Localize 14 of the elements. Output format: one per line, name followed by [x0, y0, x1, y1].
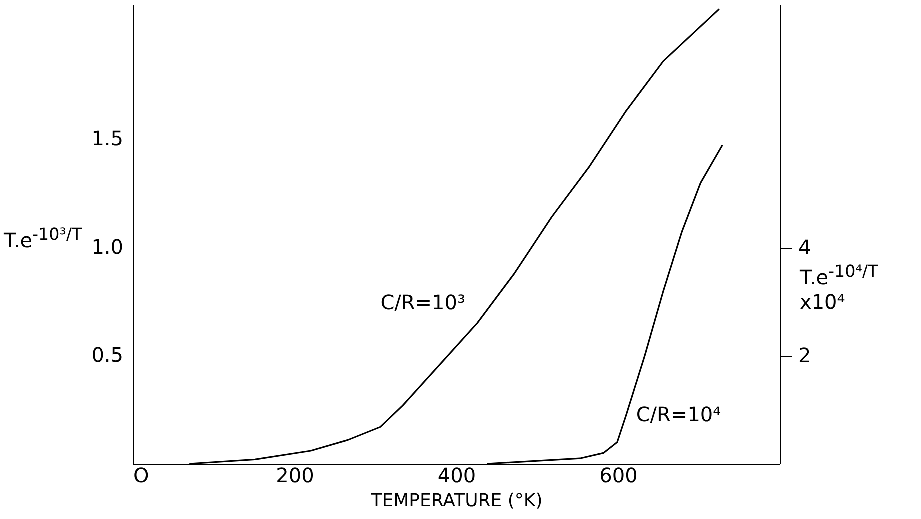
x-axis-title: TEMPERATURE (°K)	[370, 490, 543, 512]
x-tick-label: O	[134, 464, 150, 488]
series-label: C/R=10⁴	[636, 402, 722, 426]
y2-axis-title: T.e$^{-10⁴/T}$ x10⁴	[800, 262, 880, 314]
y2-tick-label: 4	[798, 236, 812, 260]
x-tick-label: 200	[276, 464, 314, 488]
y-tick-label: 1.5	[92, 126, 124, 151]
x-tick-label: 600	[600, 464, 638, 488]
x-tick-label: 400	[438, 464, 476, 488]
y-tick-label: 1.0	[92, 234, 124, 259]
y2-tick-label: 2	[798, 344, 812, 368]
y-tick-label: 0.5	[92, 343, 124, 368]
series-label: C/R=10³	[380, 290, 466, 314]
y-axis-title: T.e$^{-10³/T}$	[4, 225, 82, 253]
